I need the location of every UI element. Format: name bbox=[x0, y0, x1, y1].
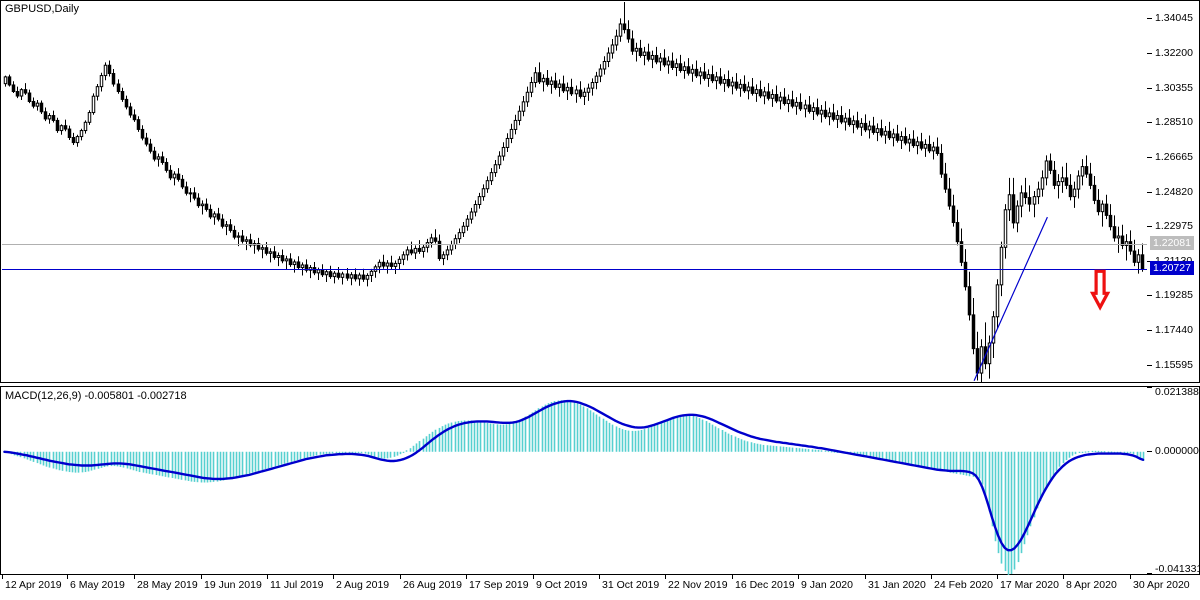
resistance-price-tag[interactable]: 1.22081 bbox=[1150, 235, 1194, 250]
price-axis-label: 1.17440 bbox=[1155, 323, 1193, 336]
date-axis-tick bbox=[533, 575, 534, 579]
date-axis-label: 28 May 2019 bbox=[137, 579, 198, 591]
date-axis-label: 6 May 2019 bbox=[70, 579, 125, 591]
date-axis-tick bbox=[665, 575, 666, 579]
date-axis-tick bbox=[67, 575, 68, 579]
price-axis-label: 1.32200 bbox=[1155, 46, 1193, 59]
price-axis-tick bbox=[1147, 330, 1152, 331]
date-axis-label: 16 Dec 2019 bbox=[735, 579, 795, 591]
date-axis-tick bbox=[865, 575, 866, 579]
date-axis-label: 2 Aug 2019 bbox=[336, 579, 390, 591]
price-axis-tick bbox=[1147, 53, 1152, 54]
date-axis-label: 31 Jan 2020 bbox=[868, 579, 926, 591]
price-axis-label: 1.34045 bbox=[1155, 12, 1193, 25]
drawing-overlay bbox=[973, 216, 1111, 381]
macd-axis-label: 0.000000 bbox=[1155, 444, 1199, 457]
date-axis-tick bbox=[201, 575, 202, 579]
date-axis-label: 8 Apr 2020 bbox=[1066, 579, 1117, 591]
price-chart-panel[interactable] bbox=[0, 0, 1200, 383]
price-axis-tick bbox=[1147, 157, 1152, 158]
date-axis-tick bbox=[267, 575, 268, 579]
price-axis-label: 1.24820 bbox=[1155, 185, 1193, 198]
date-axis-tick bbox=[400, 575, 401, 579]
candlestick-series bbox=[3, 2, 1145, 383]
date-axis-tick bbox=[732, 575, 733, 579]
macd-axis-label: -0.041331 bbox=[1155, 562, 1200, 575]
price-axis-tick bbox=[1147, 122, 1152, 123]
price-axis-label: 1.30355 bbox=[1155, 81, 1193, 94]
date-axis-tick bbox=[333, 575, 334, 579]
price-axis-tick bbox=[1147, 18, 1152, 19]
date-axis-tick bbox=[997, 575, 998, 579]
macd-axis-tick bbox=[1147, 387, 1152, 388]
price-axis-label: 1.21130 bbox=[1155, 255, 1192, 267]
date-axis-label: 31 Oct 2019 bbox=[602, 579, 660, 591]
date-axis-label: 19 Jun 2019 bbox=[204, 579, 262, 591]
date-axis-label: 9 Jan 2020 bbox=[801, 579, 853, 591]
macd-plot-area[interactable] bbox=[2, 388, 1147, 575]
macd-axis-label: 0.021388 bbox=[1155, 385, 1199, 398]
date-axis-tick bbox=[2, 575, 3, 579]
price-axis-tick bbox=[1147, 365, 1152, 366]
price-axis[interactable]: 1.34045 1.32200 1.30355 1.28510 1.26665 1.248… bbox=[1147, 0, 1200, 383]
date-axis-tick bbox=[798, 575, 799, 579]
date-axis-tick bbox=[466, 575, 467, 579]
price-axis-label: 1.28510 bbox=[1155, 115, 1193, 128]
date-axis-label: 26 Aug 2019 bbox=[403, 579, 462, 591]
date-axis-tick bbox=[931, 575, 932, 579]
date-axis-tick bbox=[134, 575, 135, 579]
date-axis-tick bbox=[1130, 575, 1131, 579]
price-axis-tick bbox=[1147, 261, 1152, 262]
support-level-line bbox=[2, 269, 1147, 270]
price-axis-tick bbox=[1147, 295, 1152, 296]
macd-title: MACD(12,26,9) -0.005801 -0.002718 bbox=[5, 390, 187, 402]
date-axis-label: 24 Feb 2020 bbox=[934, 579, 993, 591]
price-axis-label: 1.19285 bbox=[1155, 289, 1193, 302]
price-axis-tick bbox=[1147, 192, 1152, 193]
price-axis-tick bbox=[1147, 88, 1152, 89]
uptrend-line[interactable] bbox=[973, 216, 1048, 381]
price-plot-area[interactable] bbox=[2, 2, 1147, 383]
date-axis-label: 17 Mar 2020 bbox=[1000, 579, 1059, 591]
price-axis-label: 1.22975 bbox=[1155, 219, 1193, 232]
date-axis-label: 30 Apr 2020 bbox=[1133, 579, 1190, 591]
macd-axis-tick bbox=[1147, 451, 1152, 452]
date-axis-label: 17 Sep 2019 bbox=[469, 579, 529, 591]
date-axis[interactable]: 12 Apr 2019 6 May 2019 28 May 2019 19 Jun 2… bbox=[0, 575, 1190, 600]
date-axis-label: 11 Jul 2019 bbox=[270, 579, 324, 591]
down-arrow-icon[interactable] bbox=[1089, 269, 1111, 311]
price-axis-label: 1.26665 bbox=[1155, 150, 1193, 163]
price-axis-label: 1.15595 bbox=[1155, 358, 1193, 371]
resistance-level-line bbox=[2, 244, 1147, 245]
date-axis-label: 22 Nov 2019 bbox=[668, 579, 728, 591]
macd-axis-tick bbox=[1147, 573, 1152, 574]
date-axis-label: 12 Apr 2019 bbox=[5, 579, 62, 591]
price-axis-tick bbox=[1147, 226, 1152, 227]
macd-series bbox=[3, 399, 1145, 575]
symbol-title: GBPUSD,Daily bbox=[5, 3, 79, 15]
macd-axis[interactable]: 0.021388 0.000000 -0.041331 bbox=[1147, 386, 1200, 575]
date-axis-tick bbox=[1063, 575, 1064, 579]
support-price-tag[interactable]: 1.20727 bbox=[1150, 261, 1194, 276]
date-axis-tick bbox=[599, 575, 600, 579]
macd-panel[interactable] bbox=[0, 386, 1200, 575]
date-axis-label: 9 Oct 2019 bbox=[536, 579, 588, 591]
